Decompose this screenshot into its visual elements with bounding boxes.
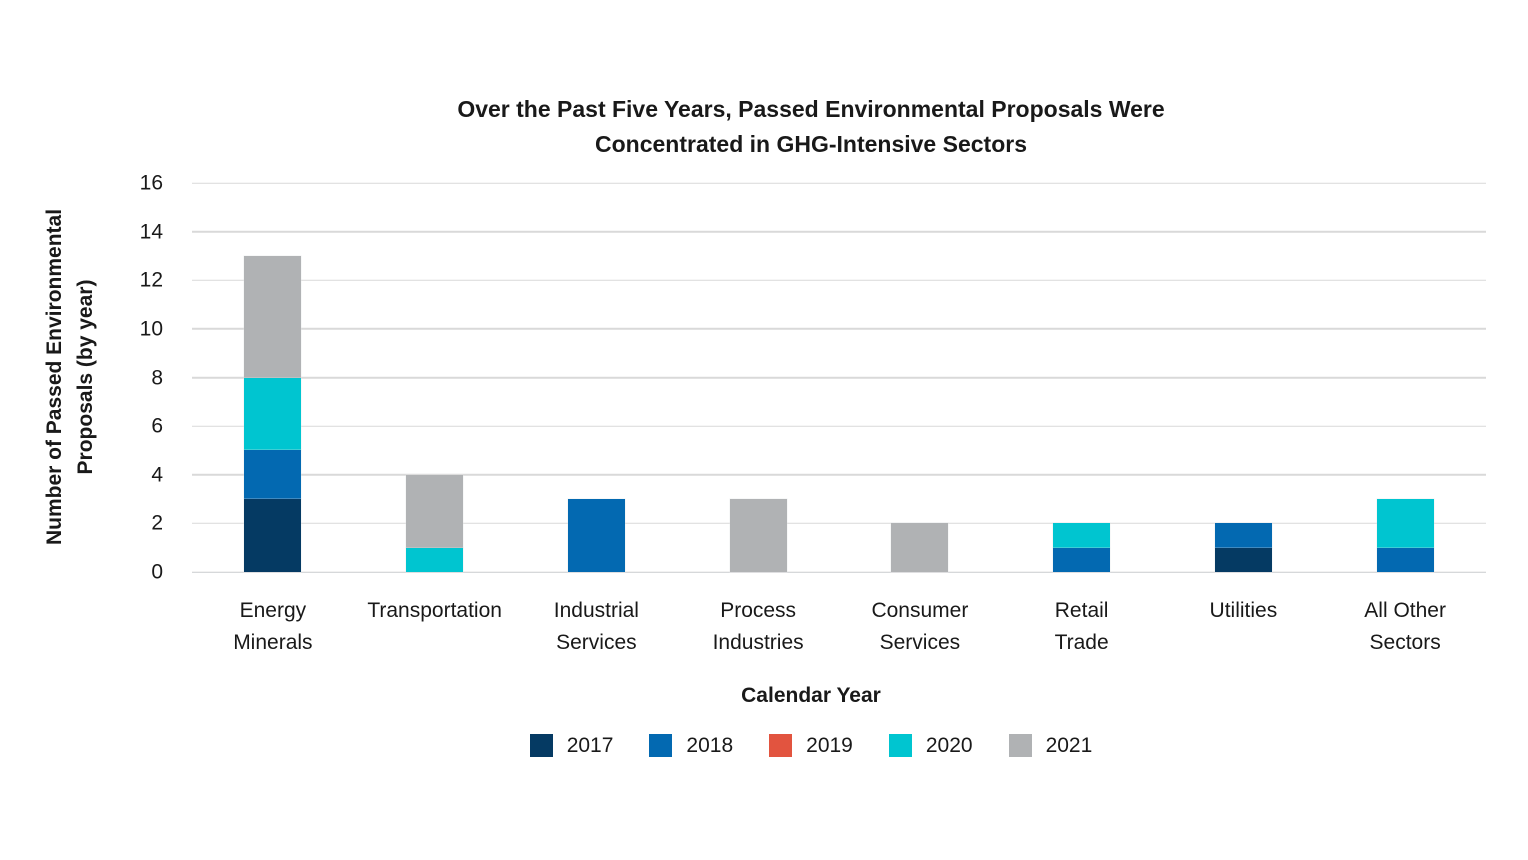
gridline (192, 328, 1486, 330)
bar-process-industries (729, 183, 787, 572)
legend-swatch-2020 (888, 734, 912, 757)
x-tick-label-utilities: Utilities (1163, 595, 1325, 659)
bar-industrial-services (567, 183, 625, 572)
x-tick-label-line: All Other (1364, 599, 1446, 622)
y-tick-label-0: 0 (151, 560, 163, 584)
x-tick-label-line: Services (556, 631, 637, 654)
x-tick-label-all-other-sectors: All Other Sectors (1324, 595, 1486, 659)
gridline (192, 425, 1486, 427)
x-axis-line (192, 571, 1486, 573)
x-tick-label-line: Industrial (553, 599, 639, 622)
gridline (192, 474, 1486, 476)
bar-slot-energy-minerals (192, 183, 354, 572)
gridline (192, 182, 1486, 184)
legend-swatch-2021 (1008, 734, 1032, 757)
legend-label-2018: 2018 (686, 734, 734, 757)
bar-segment-energy-minerals-2017 (244, 499, 302, 572)
bar-consumer-services (891, 183, 949, 572)
y-tick-label-14: 14 (139, 220, 163, 244)
plot-area (192, 182, 1486, 573)
legend: 2017 2018 2019 2020 2021 (94, 734, 1528, 757)
bars-row (192, 183, 1486, 572)
y-tick-label-2: 2 (151, 511, 163, 535)
legend-item-2020: 2020 (888, 734, 973, 757)
legend-label-2019: 2019 (806, 734, 853, 757)
x-axis-title: Calendar Year (741, 684, 881, 707)
y-tick-label-16: 16 (139, 171, 163, 195)
x-tick-label-line: Minerals (233, 631, 313, 654)
bar-retail-trade (1053, 183, 1111, 572)
gridline (192, 522, 1486, 525)
bar-segment-consumer-services-2021 (891, 523, 949, 572)
x-tick-label-line: Industries (712, 631, 804, 654)
legend-item-2018: 2018 (649, 734, 733, 757)
legend-label-2020: 2020 (925, 734, 973, 757)
legend-swatch-2017 (529, 734, 553, 757)
x-tick-label-line: Process (720, 599, 797, 622)
legend-item-2021: 2021 (1008, 734, 1093, 757)
y-tick-label-10: 10 (139, 317, 163, 341)
bar-segment-transportation-2021 (406, 474, 464, 548)
gridline (192, 376, 1486, 379)
legend-label-2017: 2017 (566, 734, 614, 757)
x-tick-label-retail-trade: Retail Trade (1001, 595, 1163, 659)
y-tick-label-12: 12 (139, 268, 163, 292)
x-tick-label-energy-minerals: Energy Minerals (192, 595, 354, 659)
gridline (192, 230, 1486, 233)
x-tick-label-line: Sectors (1369, 631, 1441, 654)
x-tick-label-industrial-services: Industrial Services (516, 595, 678, 659)
bar-segment-industrial-services-2018 (567, 499, 625, 572)
bar-segment-process-industries-2021 (729, 499, 787, 572)
bar-all-other-sectors (1376, 183, 1434, 572)
bar-slot-industrial-services (516, 183, 678, 572)
bar-slot-process-industries (677, 183, 839, 572)
bar-segment-retail-trade-2018 (1053, 547, 1111, 572)
bar-slot-utilities (1163, 183, 1325, 572)
x-tick-label-line: Retail (1054, 599, 1109, 622)
bar-segment-transportation-2020 (406, 547, 464, 572)
x-tick-label-line: Consumer (871, 599, 969, 622)
bar-slot-consumer-services (839, 183, 1001, 572)
bar-segment-all-other-sectors-2018 (1376, 547, 1434, 572)
bar-segment-all-other-sectors-2020 (1376, 499, 1434, 548)
legend-item-2019: 2019 (769, 734, 853, 757)
y-axis-ticks: 0 2 4 6 8 10 12 14 16 (0, 173, 163, 583)
chart-title-line-2: Concentrated in GHG-Intensive Sectors (595, 131, 1027, 157)
y-tick-label-6: 6 (151, 414, 163, 438)
bar-segment-utilities-2018 (1214, 523, 1272, 548)
y-tick-label-4: 4 (151, 463, 163, 487)
legend-swatch-2018 (649, 734, 673, 757)
bar-segment-utilities-2017 (1214, 547, 1272, 572)
bar-energy-minerals (244, 183, 302, 572)
x-tick-label-line: Transportation (367, 599, 502, 622)
x-tick-label-consumer-services: Consumer Services (839, 595, 1001, 659)
gridline (192, 279, 1486, 281)
legend-swatch-2019 (769, 734, 793, 757)
bar-segment-energy-minerals-2020 (244, 377, 302, 451)
bar-segment-energy-minerals-2018 (244, 450, 302, 500)
x-tick-label-line: Energy (239, 599, 307, 622)
bar-segment-energy-minerals-2021 (244, 255, 302, 378)
y-tick-label-8: 8 (151, 366, 163, 389)
bar-slot-retail-trade (1001, 183, 1163, 572)
bar-transportation (406, 183, 464, 572)
bar-slot-all-other-sectors (1324, 183, 1486, 572)
bar-slot-transportation (354, 183, 516, 572)
x-tick-label-process-industries: Process Industries (677, 595, 839, 659)
x-tick-label-transportation: Transportation (354, 595, 516, 659)
chart-title-line-1: Over the Past Five Years, Passed Environ… (457, 96, 1165, 122)
x-axis-labels: Energy Minerals Transportation Industrial Se… (192, 595, 1486, 659)
legend-label-2021: 2021 (1045, 734, 1093, 757)
x-tick-label-line: Trade (1054, 631, 1109, 654)
bar-utilities (1214, 183, 1272, 572)
bar-segment-retail-trade-2020 (1053, 523, 1111, 548)
chart-title: Over the Past Five Years, Passed Environ… (94, 92, 1528, 162)
x-tick-label-line: Services (879, 631, 961, 654)
legend-item-2017: 2017 (529, 734, 614, 757)
x-tick-label-line: Utilities (1209, 599, 1278, 622)
